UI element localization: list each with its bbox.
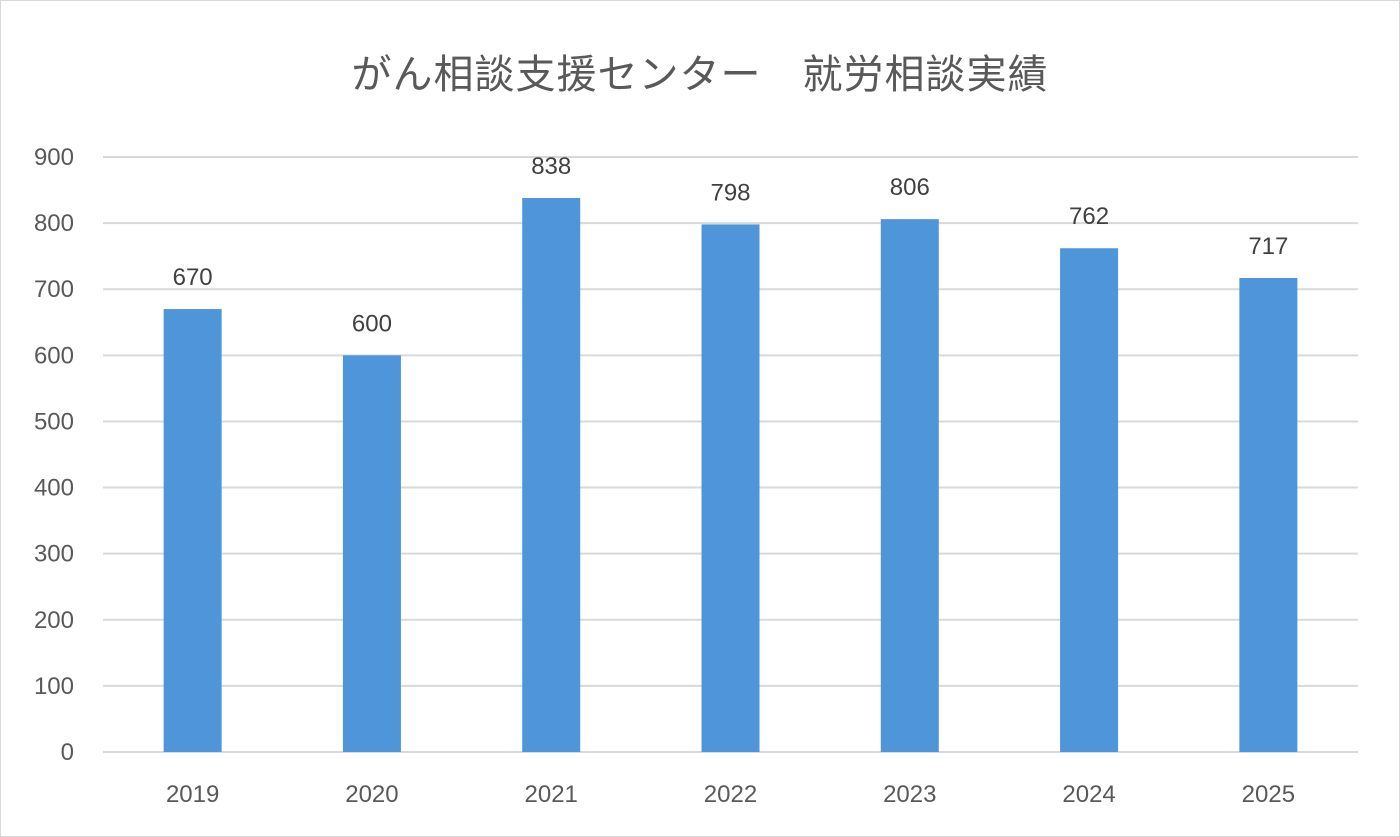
x-tick-label-2019: 2019: [166, 781, 219, 808]
y-tick-label: 800: [34, 210, 74, 237]
data-label-2019: 670: [173, 264, 213, 291]
x-tick-label-2021: 2021: [525, 781, 578, 808]
y-tick-label: 0: [61, 739, 74, 766]
data-label-2025: 717: [1248, 233, 1288, 260]
y-tick-label: 200: [34, 607, 74, 634]
x-tick-label-2025: 2025: [1242, 781, 1295, 808]
bar-2023: [880, 219, 939, 753]
x-tick-label-2024: 2024: [1062, 781, 1115, 808]
y-tick-label: 900: [34, 144, 74, 171]
bar-2021: [522, 197, 581, 752]
data-labels: 670 600 838 798 806 762 717: [173, 153, 1289, 337]
chart-title: がん相談支援センター 就労相談実績: [351, 52, 1049, 98]
x-tick-label-2022: 2022: [704, 781, 757, 808]
data-label-2021: 838: [531, 153, 571, 180]
y-tick-label: 100: [34, 673, 74, 700]
x-tick-label-2020: 2020: [345, 781, 398, 808]
bar-2019: [163, 309, 222, 752]
bar-2025: [1239, 277, 1298, 752]
bar-2024: [1060, 248, 1119, 752]
y-tick-label: 500: [34, 408, 74, 435]
bar-2020: [342, 355, 401, 752]
bars: [163, 197, 1298, 753]
y-axis-tick-labels: 0 100 200 300 400 500 600 700 800 900: [34, 144, 74, 766]
data-label-2022: 798: [710, 179, 750, 206]
data-label-2024: 762: [1069, 203, 1109, 230]
y-tick-label: 400: [34, 475, 74, 502]
y-tick-label: 600: [34, 342, 74, 369]
bar-2022: [701, 224, 760, 752]
y-tick-label: 300: [34, 541, 74, 568]
x-axis-tick-labels: 2019 2020 2021 2022 2023 2024 2025: [166, 781, 1295, 808]
data-label-2020: 600: [352, 310, 392, 337]
data-label-2023: 806: [890, 174, 930, 201]
y-tick-label: 700: [34, 276, 74, 303]
x-tick-label-2023: 2023: [883, 781, 936, 808]
